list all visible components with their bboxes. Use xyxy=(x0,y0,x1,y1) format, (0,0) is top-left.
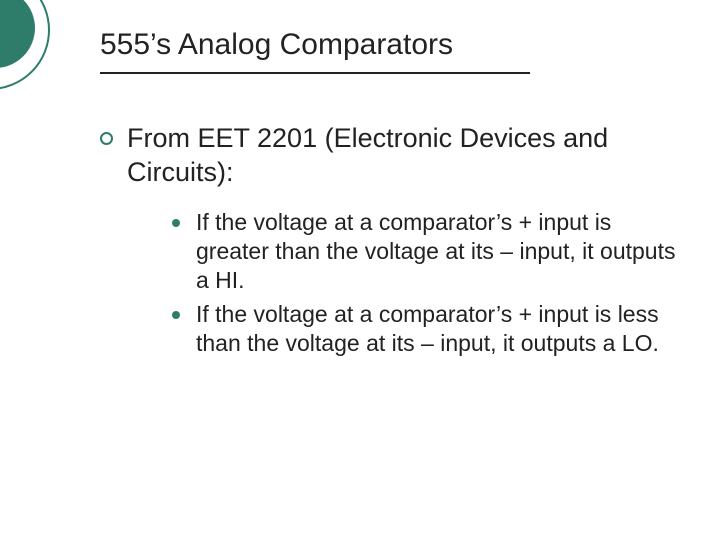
level1-text: From EET 2201 (Electronic Devices and Ci… xyxy=(127,122,680,190)
bullet-level2: If the voltage at a comparator’s + input… xyxy=(172,208,680,296)
level2-list: If the voltage at a comparator’s + input… xyxy=(172,208,680,359)
level2-text: If the voltage at a comparator’s + input… xyxy=(196,208,680,296)
slide-title: 555’s Analog Comparators xyxy=(100,28,680,62)
title-underline xyxy=(100,72,530,74)
solid-dot-bullet-icon xyxy=(172,311,180,319)
bullet-level2: If the voltage at a comparator’s + input… xyxy=(172,300,680,359)
bullet-level1: From EET 2201 (Electronic Devices and Ci… xyxy=(100,122,680,190)
slide-body: 555’s Analog Comparators From EET 2201 (… xyxy=(0,0,720,540)
level2-text: If the voltage at a comparator’s + input… xyxy=(196,300,680,359)
solid-dot-bullet-icon xyxy=(172,219,180,227)
hollow-circle-bullet-icon xyxy=(100,132,113,145)
